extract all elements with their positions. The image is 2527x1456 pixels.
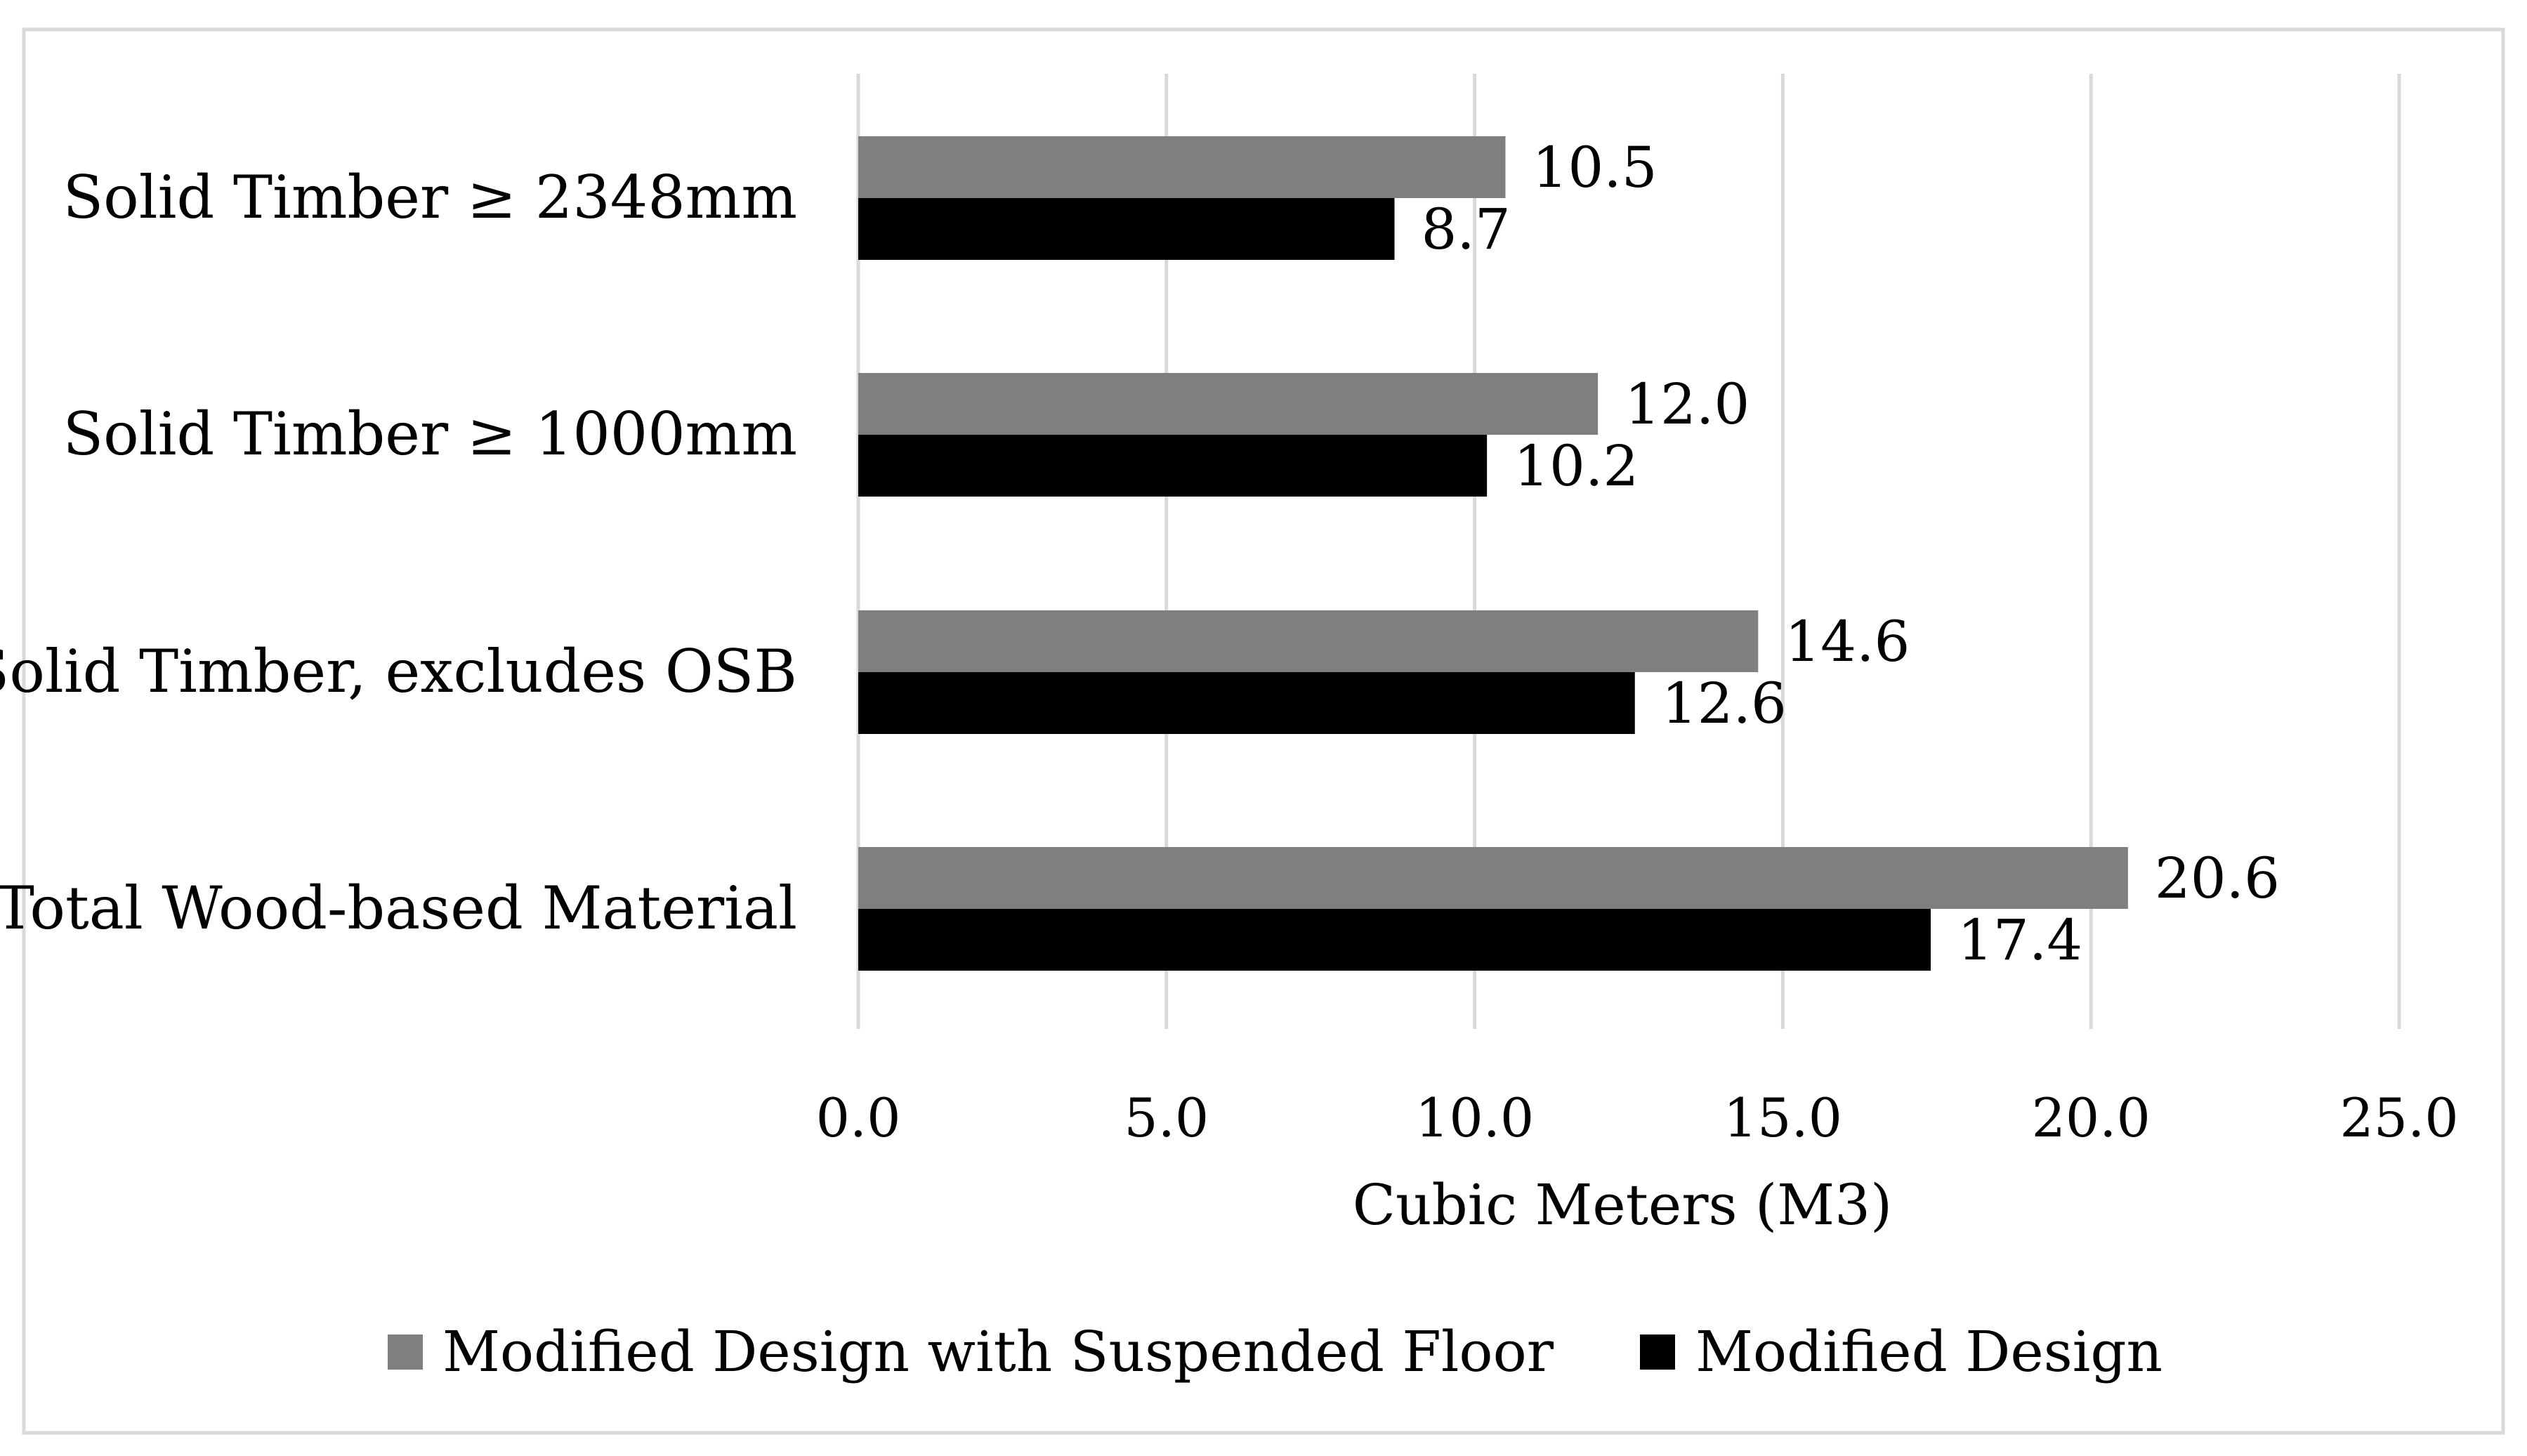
bar xyxy=(858,136,1506,198)
legend-label: Modified Design with Suspended Floor xyxy=(442,1319,1554,1384)
x-tick-label: 20.0 xyxy=(2032,1087,2151,1149)
bar xyxy=(858,373,1599,435)
legend-label: Modified Design xyxy=(1695,1319,2162,1384)
data-label: 20.6 xyxy=(2155,846,2280,911)
bar xyxy=(858,198,1395,260)
category-label: Solid Timber, excludes OSB xyxy=(0,637,797,706)
x-axis-ticks: 0.0 5.0 10.0 15.0 20.0 25.0 xyxy=(816,1087,2459,1149)
x-tick-label: 0.0 xyxy=(816,1087,901,1149)
x-tick-label: 25.0 xyxy=(2339,1087,2458,1149)
x-tick-label: 15.0 xyxy=(1724,1087,1842,1149)
data-label: 12.0 xyxy=(1624,372,1750,437)
bar xyxy=(858,672,1635,734)
data-label: 12.6 xyxy=(1662,671,1787,736)
legend: Modified Design with Suspended Floor Modi… xyxy=(388,1319,2162,1384)
category-labels: Solid Timber ≥ 2348mm Solid Timber ≥ 1000… xyxy=(0,163,797,943)
x-tick-label: 10.0 xyxy=(1415,1087,1534,1149)
category-label: Total Wood-based Material xyxy=(0,874,797,943)
bar xyxy=(858,435,1488,497)
x-tick-label: 5.0 xyxy=(1124,1087,1209,1149)
data-label: 10.2 xyxy=(1514,433,1639,499)
category-label: Solid Timber ≥ 1000mm xyxy=(63,400,797,468)
x-axis-title: Cubic Meters (M3) xyxy=(1353,1172,1892,1238)
bars xyxy=(858,136,2128,971)
legend-swatch xyxy=(1640,1334,1675,1370)
data-label: 10.5 xyxy=(1532,135,1657,200)
data-label: 14.6 xyxy=(1785,609,1910,674)
data-label: 17.4 xyxy=(1957,907,2082,973)
bar xyxy=(858,847,2128,909)
data-labels: 10.5 12.0 14.6 20.6 8.7 10.2 12.6 17.4 xyxy=(1422,135,2280,973)
category-label: Solid Timber ≥ 2348mm xyxy=(63,163,797,232)
bar xyxy=(858,610,1759,672)
data-label: 8.7 xyxy=(1422,197,1511,262)
bar xyxy=(858,909,1931,971)
legend-swatch xyxy=(388,1334,423,1370)
